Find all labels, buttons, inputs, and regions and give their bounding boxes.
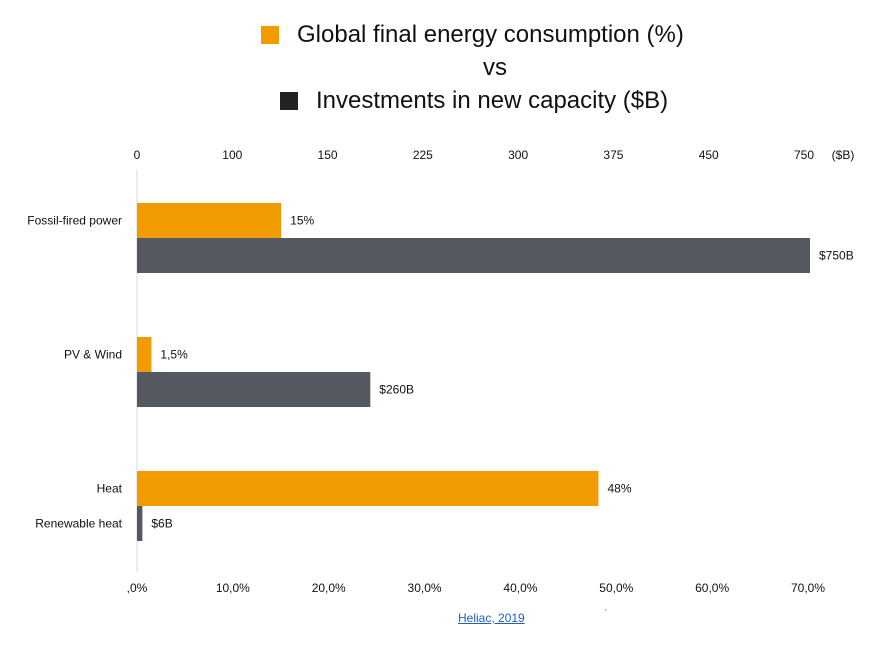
- data-label-consumption: 15%: [290, 214, 314, 228]
- category-label: Heat: [97, 482, 123, 496]
- bottom-axis-tick-label: 70,0%: [791, 581, 825, 595]
- legend-swatch-investment: [280, 92, 298, 110]
- category-label: Renewable heat: [35, 517, 122, 531]
- bottom-axis-tick-label: 30,0%: [408, 581, 442, 595]
- legend-label-investment: Investments in new capacity ($B): [316, 87, 669, 114]
- legend-swatch-consumption: [261, 26, 279, 44]
- data-label-consumption: 1,5%: [160, 348, 188, 362]
- data-label-consumption: 48%: [607, 482, 631, 496]
- bar-investment: [137, 372, 371, 407]
- bottom-axis-tick-label: 40,0%: [503, 581, 537, 595]
- bar-investment: [137, 506, 143, 541]
- bar-consumption: [137, 337, 152, 372]
- category-label: PV & Wind: [64, 348, 122, 362]
- data-label-investment: $6B: [151, 517, 172, 531]
- data-label-investment: $260B: [379, 383, 414, 397]
- top-axis-tick-label: 450: [699, 148, 719, 162]
- bottom-axis-tick-label: 10,0%: [216, 581, 250, 595]
- bottom-axis-tick-label: 60,0%: [695, 581, 729, 595]
- top-axis-tick-label: 300: [508, 148, 528, 162]
- top-axis-tick-label: 100: [222, 148, 242, 162]
- bottom-axis-tick-label: 20,0%: [312, 581, 346, 595]
- bar-consumption: [137, 203, 282, 238]
- top-axis-unit-label: ($B): [832, 148, 855, 162]
- top-axis-tick-label: 225: [413, 148, 433, 162]
- category-label: Fossil-fired power: [27, 214, 122, 228]
- top-axis-tick-label: 150: [318, 148, 338, 162]
- source-link[interactable]: Heliac, 2019: [458, 611, 525, 625]
- data-label-investment: $750B: [819, 249, 854, 263]
- top-axis-tick-label: 0: [134, 148, 141, 162]
- top-axis-tick-label: 750: [794, 148, 814, 162]
- legend-label-consumption: Global final energy consumption (%): [297, 21, 684, 48]
- bar-consumption: [137, 471, 599, 506]
- top-axis-tick-label: 375: [603, 148, 623, 162]
- bottom-axis-tick-label: ,0%: [127, 581, 148, 595]
- legend-item-investment: Investments in new capacity ($B): [280, 86, 668, 116]
- legend-vs-label: vs: [483, 54, 507, 81]
- bottom-axis-tick-label: 50,0%: [599, 581, 633, 595]
- legend-item-consumption: Global final energy consumption (%): [261, 20, 684, 50]
- bar-investment: [137, 238, 810, 273]
- footnote-mark: ': [605, 608, 607, 617]
